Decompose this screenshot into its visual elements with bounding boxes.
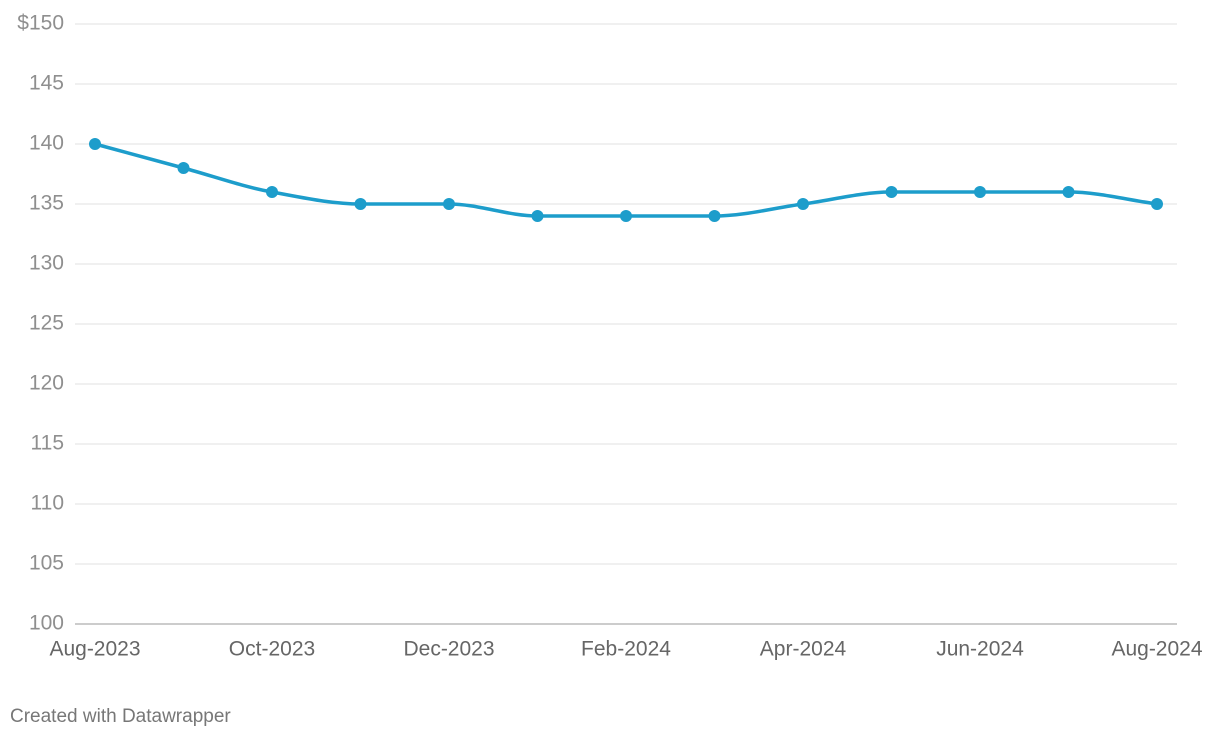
- y-tick-label: 115: [31, 432, 64, 455]
- point: [177, 162, 190, 174]
- point: [354, 198, 367, 210]
- y-tick-label: 100: [29, 612, 64, 635]
- x-tick-label: Oct-2023: [229, 638, 315, 661]
- y-tick-label: 130: [29, 252, 64, 275]
- y-tick-label: 120: [29, 372, 64, 395]
- x-tick-label: Feb-2024: [581, 638, 671, 661]
- line: [94, 142, 1158, 218]
- point: [885, 186, 898, 198]
- point: [708, 210, 721, 222]
- x-tick-label: Aug-2024: [1111, 638, 1202, 661]
- y-tick-label: 125: [29, 312, 64, 335]
- y-tick-label: 135: [29, 192, 64, 215]
- point: [1062, 186, 1075, 198]
- x-tick-label: Dec-2023: [403, 638, 494, 661]
- y-tick-label: 145: [29, 72, 64, 95]
- point: [974, 186, 986, 198]
- point: [620, 210, 632, 222]
- x-tick-label: Jun-2024: [936, 638, 1024, 661]
- x-tick-label: Apr-2024: [760, 638, 847, 661]
- y-tick-label: 140: [29, 132, 64, 155]
- y-tick-label: 110: [31, 492, 64, 515]
- point: [531, 210, 544, 222]
- point: [266, 186, 278, 198]
- y-tick-label: 105: [29, 552, 64, 575]
- point: [89, 138, 101, 150]
- footer: Created with Datawrapper: [10, 706, 231, 727]
- y-tick-label: $150: [17, 12, 64, 35]
- point: [797, 198, 809, 210]
- point: [443, 198, 455, 210]
- point: [1151, 198, 1163, 210]
- x-tick-label: Aug-2023: [49, 638, 140, 661]
